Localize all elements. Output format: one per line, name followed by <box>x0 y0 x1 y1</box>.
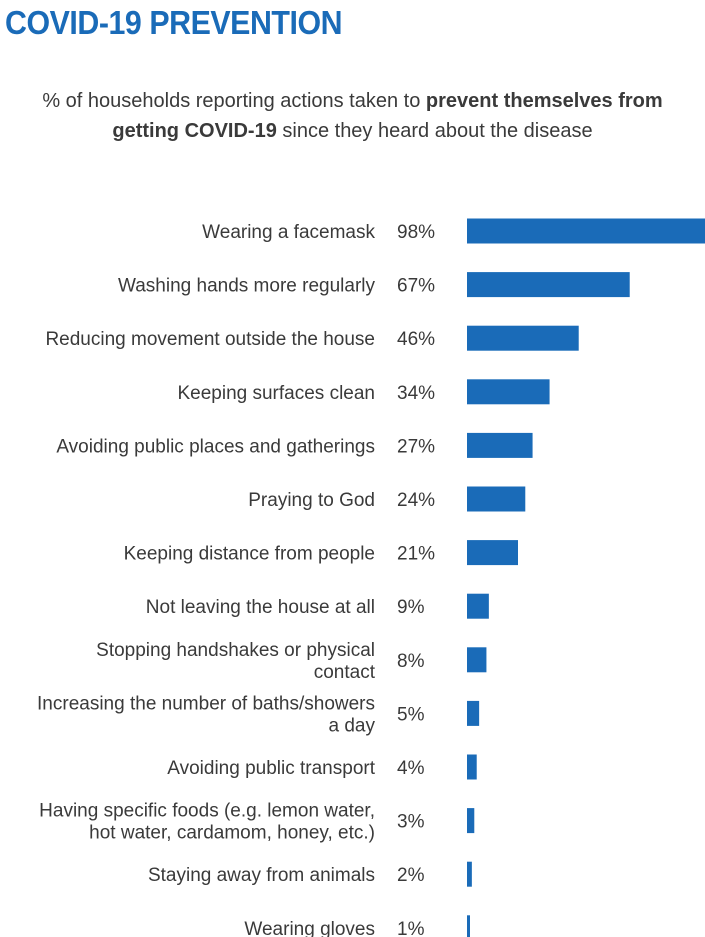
subtitle-line-1-prefix: % of households reporting actions taken … <box>42 90 426 112</box>
bar <box>467 379 550 405</box>
category-label: Keeping surfaces clean <box>177 383 375 404</box>
category-label: Not leaving the house at all <box>146 597 375 618</box>
bar <box>467 754 477 780</box>
subtitle-line-2: getting COVID-19 since they heard about … <box>0 116 705 146</box>
category-label: Increasing the number of baths/showers a … <box>37 693 375 736</box>
bar <box>467 861 472 887</box>
bar <box>467 647 487 673</box>
value-label: 21% <box>397 544 435 565</box>
category-label: Wearing a facemask <box>202 222 375 243</box>
value-label: 24% <box>397 490 435 511</box>
category-label: Wearing gloves <box>244 919 375 937</box>
page-title: COVID-19 PREVENTION <box>5 4 343 41</box>
value-label: 3% <box>397 812 425 833</box>
value-label: 34% <box>397 383 435 404</box>
value-label: 98% <box>397 222 435 243</box>
bar <box>467 593 489 619</box>
value-label: 2% <box>397 865 425 886</box>
category-label: Staying away from animals <box>148 865 375 886</box>
value-label: 1% <box>397 919 425 937</box>
subtitle-line-1-bold: prevent themselves from <box>425 90 663 112</box>
subtitle-line-1: % of households reporting actions taken … <box>0 86 705 116</box>
category-label: Reducing movement outside the house <box>45 329 375 350</box>
category-label: Stopping handshakes or physical contact <box>96 640 376 683</box>
value-label: 9% <box>397 597 425 618</box>
subtitle-line-2-bold: getting COVID-19 <box>112 120 277 142</box>
category-label: Avoiding public transport <box>167 758 375 779</box>
category-label: Having specific foods (e.g. lemon water,… <box>39 801 375 844</box>
chart-subtitle: % of households reporting actions taken … <box>0 86 705 146</box>
bar <box>467 325 579 351</box>
subtitle-line-2-suffix: since they heard about the disease <box>276 120 593 142</box>
bar <box>467 272 630 298</box>
category-label: Praying to God <box>248 490 375 511</box>
value-label: 8% <box>397 651 425 672</box>
value-label: 46% <box>397 329 435 350</box>
category-label: Keeping distance from people <box>124 544 375 565</box>
bar <box>467 218 705 244</box>
bar <box>467 808 475 834</box>
value-label: 27% <box>397 436 435 457</box>
category-label: Avoiding public places and gatherings <box>56 436 375 457</box>
category-label: Washing hands more regularly <box>118 276 375 297</box>
bar <box>467 486 526 512</box>
bar <box>467 700 480 726</box>
value-label: 5% <box>397 704 425 725</box>
bar <box>467 432 533 458</box>
bar <box>467 540 518 566</box>
value-label: 4% <box>397 758 425 779</box>
value-label: 67% <box>397 276 435 297</box>
bar <box>467 915 470 937</box>
